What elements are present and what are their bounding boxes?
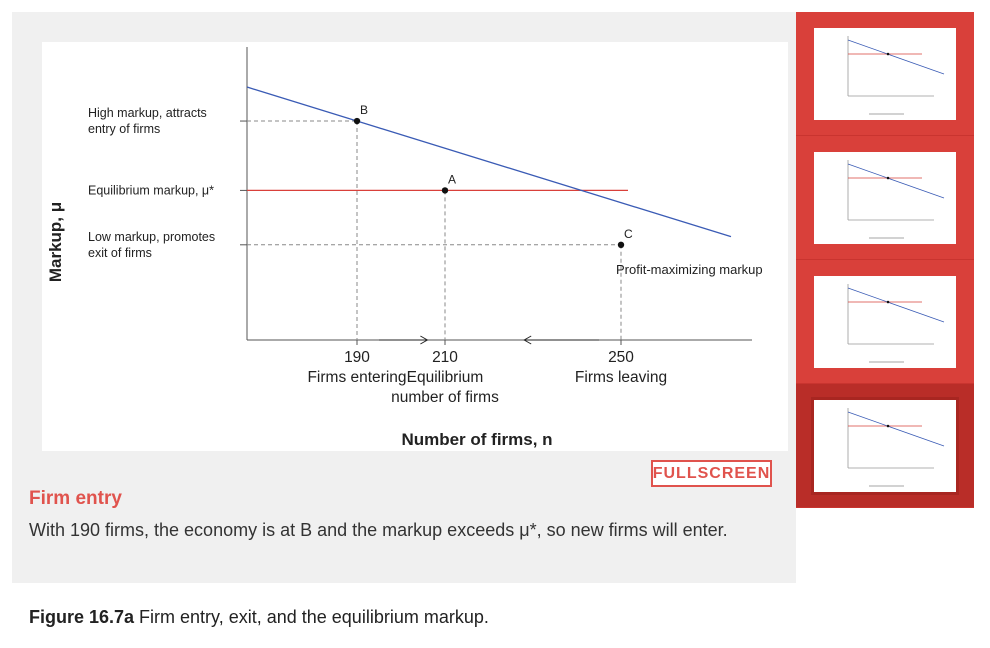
x-tick-label-1-line-1: Equilibrium — [407, 369, 484, 386]
point-label-B: B — [360, 103, 368, 117]
x-tick-label-1-line-0: 210 — [432, 349, 458, 366]
x-tick-label-2-line-0: 250 — [608, 349, 634, 366]
fullscreen-label: FULLSCREEN — [652, 464, 771, 482]
arrow-head-0 — [420, 335, 429, 345]
thumbnail-preview — [814, 152, 956, 244]
y-annotation-2-line-0: Low markup, promotes — [88, 230, 215, 244]
x-tick-label-0-line-0: 190 — [344, 349, 370, 366]
thumbnail-preview — [814, 400, 956, 492]
y-axis-title: Markup, μ — [46, 202, 65, 282]
y-annotation-0-line-1: entry of firms — [88, 122, 160, 136]
thumbnail-2[interactable] — [796, 136, 974, 260]
thumbnail-chart — [847, 408, 945, 487]
chart-area: Profit-maximizing markup B A C High markup, … — [42, 42, 788, 451]
figure-panel: Profit-maximizing markup B A C High markup, … — [12, 12, 796, 583]
thumbnail-preview — [814, 276, 956, 368]
figure-caption: Figure 16.7a Firm entry, exit, and the e… — [29, 607, 489, 628]
y-annotation-1-line-0: Equilibrium markup, μ* — [88, 183, 214, 197]
thumbnail-1[interactable] — [796, 12, 974, 136]
point-C — [617, 241, 625, 248]
step-title: Firm entry — [29, 488, 122, 509]
point-label-A: A — [448, 172, 456, 186]
x-tick-label-1-line-2: number of firms — [391, 389, 499, 406]
thumbnail-4[interactable] — [796, 384, 974, 508]
y-annotation-2-line-1: exit of firms — [88, 246, 152, 260]
arrow-head-1 — [523, 335, 532, 345]
fullscreen-button[interactable]: FULLSCREEN — [651, 460, 772, 487]
thumbnail-chart — [847, 284, 945, 363]
caption-label: Figure 16.7a — [29, 607, 135, 627]
x-tick-label-0-line-1: Firms entering — [307, 369, 406, 386]
step-description: With 190 firms, the economy is at B and … — [29, 520, 728, 540]
point-B — [353, 117, 361, 125]
x-tick-label-2-line-1: Firms leaving — [575, 369, 667, 386]
thumbnail-chart — [847, 36, 945, 115]
thumbnail-strip — [796, 12, 974, 508]
thumbnail-3[interactable] — [796, 260, 974, 384]
point-label-C: C — [624, 227, 633, 241]
x-axis-title: Number of firms, n — [401, 430, 552, 449]
series-label-0: Profit-maximizing markup — [616, 262, 763, 277]
thumbnail-preview — [814, 28, 956, 120]
caption-text: Firm entry, exit, and the equilibrium ma… — [134, 607, 489, 627]
markup-chart: Profit-maximizing markup B A C High markup, … — [46, 47, 763, 449]
series-line-0 — [246, 86, 732, 238]
point-A — [441, 187, 449, 194]
y-annotation-0-line-0: High markup, attracts — [88, 106, 207, 120]
thumbnail-chart — [847, 160, 945, 239]
